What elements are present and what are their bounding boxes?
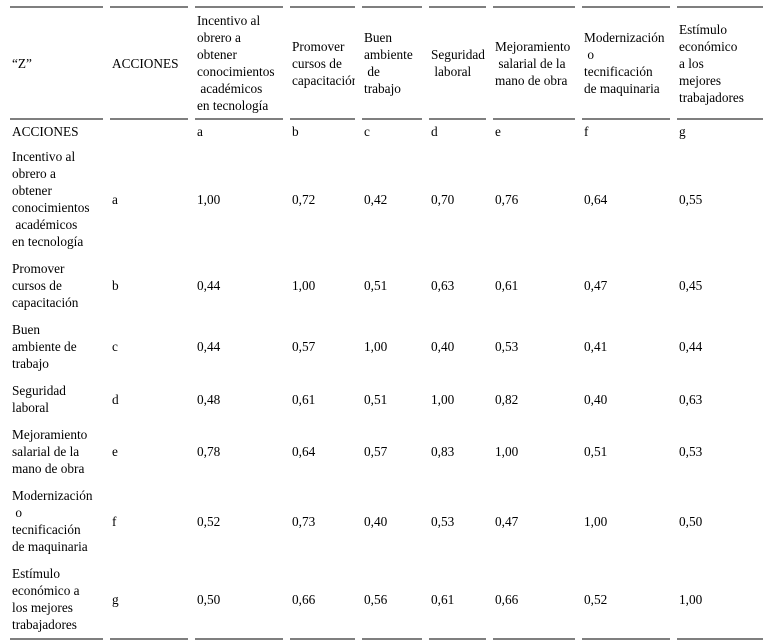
value-cell: 0,40 xyxy=(431,339,455,354)
row-letter: a xyxy=(112,191,118,207)
value-cell: 0,61 xyxy=(429,560,486,640)
value-cell: 0,61 xyxy=(495,278,519,293)
row-letter: g xyxy=(110,560,188,640)
column-header-a: Incentivo al obrero a obtener conocimien… xyxy=(195,6,283,120)
value-cell: 0,45 xyxy=(679,278,703,293)
value-cell: 0,78 xyxy=(197,444,221,459)
value-cell: 0,76 xyxy=(495,191,519,207)
row-letter: d xyxy=(112,391,119,407)
value-cell: 0,63 xyxy=(679,391,703,407)
column-header-d: Seguridad laboral xyxy=(429,6,486,120)
value-cell: 0,40 xyxy=(584,391,608,407)
header-row: “Z” ACCIONES Incentivo al obrero a obten… xyxy=(10,6,763,120)
letter-cell: c xyxy=(364,124,370,139)
row-label: Incentivo al obrero a obtener conocimien… xyxy=(12,149,90,249)
value-cell: 0,51 xyxy=(364,278,388,293)
row-letter: c xyxy=(112,339,118,354)
row-label: Promover cursos de capacitación xyxy=(12,261,79,310)
value-cell: 0,52 xyxy=(197,513,221,529)
letter-cell: f xyxy=(584,124,589,139)
value-cell: 0,53 xyxy=(431,513,455,529)
letter-cell: a xyxy=(197,124,203,139)
table-row: Seguridad laboral d 0,48 0,61 0,51 1,00 … xyxy=(10,377,763,421)
letters-row-empty-cell xyxy=(110,120,188,143)
letter-cell: g xyxy=(679,124,686,139)
value-cell: 0,47 xyxy=(584,278,608,293)
value-cell: 0,40 xyxy=(364,513,388,529)
value-cell: 0,57 xyxy=(364,444,388,459)
value-cell: 0,48 xyxy=(197,391,221,407)
letters-row-label: ACCIONES xyxy=(12,124,79,139)
value-cell: 0,72 xyxy=(292,191,316,207)
value-cell: 0,64 xyxy=(584,191,608,207)
column-header-e: Mejoramiento salarial de la mano de obra xyxy=(493,6,575,120)
letter-cell: d xyxy=(431,124,438,139)
value-cell: 0,47 xyxy=(495,513,519,529)
value-cell: 0,50 xyxy=(195,560,283,640)
value-cell: 0,44 xyxy=(197,339,221,354)
value-cell: 0,66 xyxy=(290,560,355,640)
column-header-c: Buen ambiente de trabajo xyxy=(362,6,422,120)
value-cell: 0,52 xyxy=(582,560,670,640)
column-header-b: Promover cursos de capacitación xyxy=(290,6,355,120)
value-cell: 0,63 xyxy=(431,278,455,293)
value-cell: 0,73 xyxy=(292,513,316,529)
row-label: Buen ambiente de trabajo xyxy=(12,322,77,371)
column-header-f: Modernización o tecnificación de maquina… xyxy=(582,6,670,120)
table-row: Mejoramiento salarial de la mano de obra… xyxy=(10,421,763,482)
letter-cell: b xyxy=(292,124,299,139)
value-cell: 1,00 xyxy=(584,513,608,529)
row-letter: e xyxy=(112,444,118,459)
value-cell: 1,00 xyxy=(197,191,221,207)
value-cell: 0,42 xyxy=(364,191,388,207)
value-cell: 0,51 xyxy=(584,444,608,459)
value-cell: 0,53 xyxy=(495,339,519,354)
corner-header-z: “Z” xyxy=(10,6,103,120)
column-header-g: Estímulo económico a los mejores trabaja… xyxy=(677,6,763,120)
value-cell: 0,51 xyxy=(364,391,388,407)
table-row: Modernización o tecnificación de maquina… xyxy=(10,482,763,560)
value-cell: 0,82 xyxy=(495,391,519,407)
value-cell: 1,00 xyxy=(495,444,519,459)
row-label: Mejoramiento salarial de la mano de obra xyxy=(12,427,88,476)
z-matrix-table: “Z” ACCIONES Incentivo al obrero a obten… xyxy=(3,6,765,640)
value-cell: 1,00 xyxy=(364,339,388,354)
value-cell: 0,70 xyxy=(431,191,455,207)
value-cell: 1,00 xyxy=(292,278,316,293)
table-row: Buen ambiente de trabajo c 0,44 0,57 1,0… xyxy=(10,316,763,377)
value-cell: 0,50 xyxy=(679,513,703,529)
letter-cell: e xyxy=(495,124,501,139)
table-row: Incentivo al obrero a obtener conocimien… xyxy=(10,143,763,255)
row-label: Seguridad laboral xyxy=(12,383,66,415)
value-cell: 0,41 xyxy=(584,339,608,354)
value-cell: 0,55 xyxy=(679,191,703,207)
value-cell: 0,44 xyxy=(679,339,703,354)
row-label: Estímulo económico a los mejores trabaja… xyxy=(10,560,103,640)
value-cell: 0,44 xyxy=(197,278,221,293)
value-cell: 0,66 xyxy=(493,560,575,640)
value-cell: 0,53 xyxy=(679,444,703,459)
value-cell: 1,00 xyxy=(431,391,455,407)
table-row: Estímulo económico a los mejores trabaja… xyxy=(10,560,763,640)
acciones-column-header: ACCIONES xyxy=(110,6,188,120)
letters-row: ACCIONES a b c d e f g xyxy=(10,120,763,143)
table-row: Promover cursos de capacitación b 0,44 1… xyxy=(10,255,763,316)
value-cell: 1,00 xyxy=(677,560,763,640)
row-letter: b xyxy=(112,278,119,293)
value-cell: 0,83 xyxy=(431,444,455,459)
row-label: Modernización o tecnificación de maquina… xyxy=(12,488,93,554)
row-letter: f xyxy=(112,513,117,529)
value-cell: 0,56 xyxy=(362,560,422,640)
value-cell: 0,61 xyxy=(292,391,316,407)
value-cell: 0,64 xyxy=(292,444,316,459)
value-cell: 0,57 xyxy=(292,339,316,354)
